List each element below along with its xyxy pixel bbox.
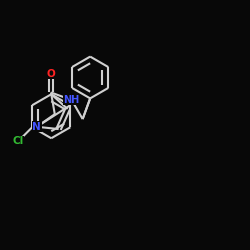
Text: NH: NH <box>64 95 80 105</box>
Text: Cl: Cl <box>12 136 24 146</box>
Text: N: N <box>32 122 41 132</box>
Text: O: O <box>46 69 55 79</box>
